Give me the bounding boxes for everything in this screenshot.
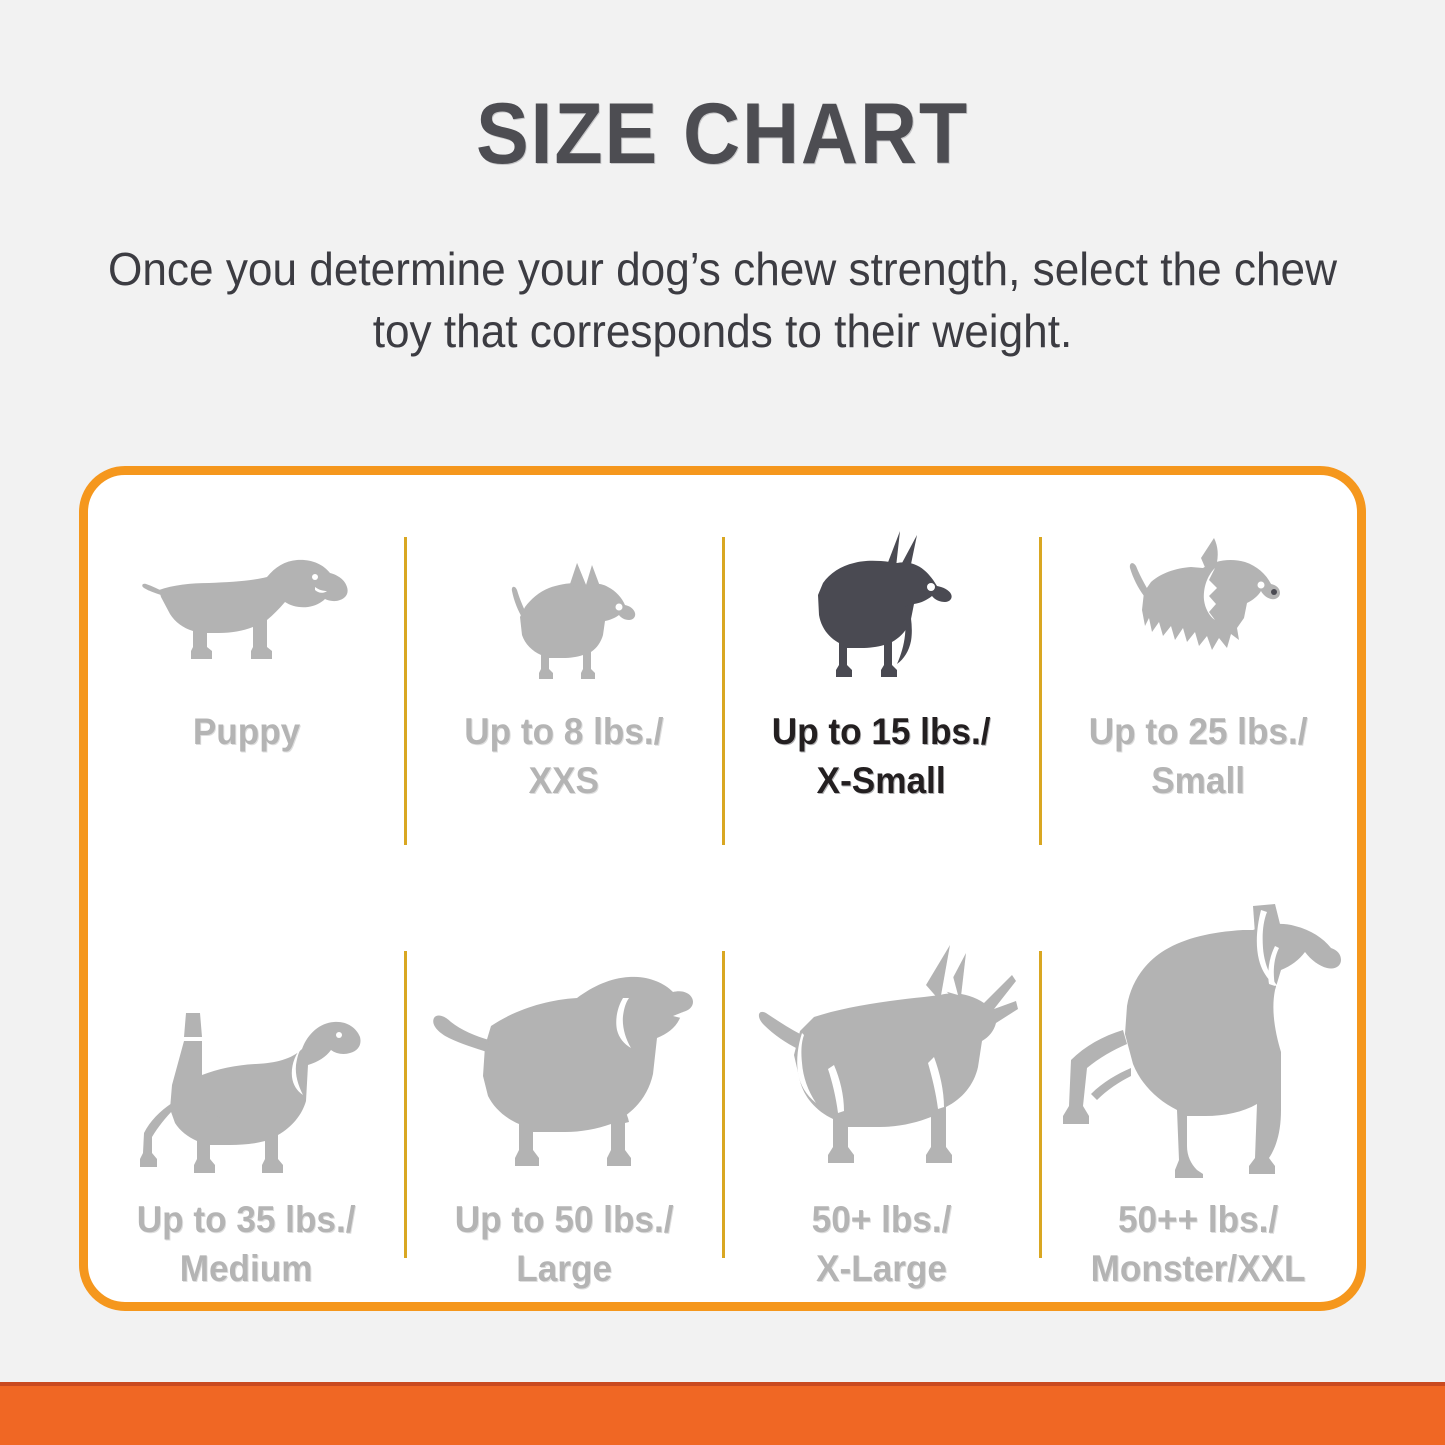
german-shepherd-dog-icon (723, 889, 1040, 1179)
great-dane-dog-icon (1040, 889, 1357, 1179)
size-cell-label: Up to 8 lbs./ XXS (464, 711, 664, 801)
size-cell-label: 50+ lbs./ X-Large (811, 1198, 951, 1289)
size-cell-large[interactable]: Up to 50 lbs./ Large (404, 889, 722, 1303)
size-cell-monster[interactable]: 50++ lbs./ Monster/XXL (1038, 889, 1357, 1303)
size-cell-puppy[interactable]: Puppy (88, 475, 405, 889)
size-chart-card: Puppy Up to 8 lbs./ XXS (79, 466, 1366, 1311)
labrador-dog-icon (405, 889, 722, 1179)
size-cell-small[interactable]: Up to 25 lbs./ Small (1038, 475, 1357, 889)
chihuahua-dog-icon (405, 475, 722, 685)
page-subtitle: Once you determine your dog’s chew stren… (108, 243, 1337, 357)
bottom-rule (0, 1382, 1445, 1386)
size-cell-label: Up to 50 lbs./ Large (454, 1198, 674, 1289)
toy-terrier-dog-icon (723, 475, 1040, 685)
yorkshire-terrier-dog-icon (1040, 475, 1357, 685)
size-cell-label: 50++ lbs./ Monster/XXL (1090, 1198, 1306, 1289)
size-cell-label: Puppy (192, 711, 301, 752)
size-cell-xxs[interactable]: Up to 8 lbs./ XXS (404, 475, 722, 889)
size-cell-medium[interactable]: Up to 35 lbs./ Medium (88, 889, 405, 1303)
size-cell-xsmall[interactable]: Up to 15 lbs./ X-Small (721, 475, 1040, 889)
bottom-orange-bar (0, 1386, 1445, 1445)
size-cell-label: Up to 35 lbs./ Medium (137, 1198, 356, 1289)
size-cell-label: Up to 25 lbs./ Small (1088, 711, 1308, 801)
size-cell-xlarge[interactable]: 50+ lbs./ X-Large (721, 889, 1040, 1303)
beagle-dog-icon (88, 889, 405, 1179)
page-title: SIZE CHART (475, 86, 970, 182)
puppy-dog-icon (88, 475, 405, 685)
size-cell-label: Up to 15 lbs./ X-Small (771, 711, 991, 801)
size-grid: Puppy Up to 8 lbs./ XXS (88, 475, 1357, 1302)
